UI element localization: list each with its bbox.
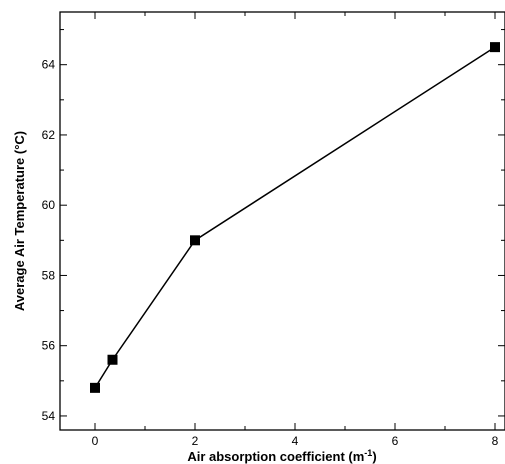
data-point: [190, 235, 200, 246]
data-series: [90, 42, 500, 393]
x-axis-title-superscript: -1: [364, 448, 372, 458]
x-axis-title: Air absorption coefficient (m-1): [187, 448, 376, 464]
data-point: [90, 382, 100, 393]
y-tick-label: 64: [42, 58, 56, 72]
x-tick-label: 2: [192, 434, 199, 448]
x-tick-label: 6: [392, 434, 399, 448]
y-axis-title: Average Air Temperature (°C): [12, 131, 27, 311]
x-axis-title-main: Air absorption coefficient (m: [187, 449, 364, 464]
x-axis-title-close: ): [372, 449, 376, 464]
axis-ticks: 0 2 4 6 8 54 56 58 60 62 64: [42, 12, 505, 448]
plot-frame: [59, 11, 505, 431]
y-tick-label: 58: [42, 268, 56, 282]
x-tick-label: 4: [292, 434, 299, 448]
y-tick-label: 56: [42, 339, 56, 353]
y-tick-label: 60: [42, 198, 56, 212]
x-tick-label: 0: [92, 434, 99, 448]
y-tick-label: 54: [42, 409, 56, 423]
data-point: [107, 354, 118, 365]
series-line: [94, 46, 496, 389]
x-tick-label: 8: [492, 434, 499, 448]
data-point: [490, 42, 500, 53]
y-tick-label: 62: [42, 128, 56, 142]
